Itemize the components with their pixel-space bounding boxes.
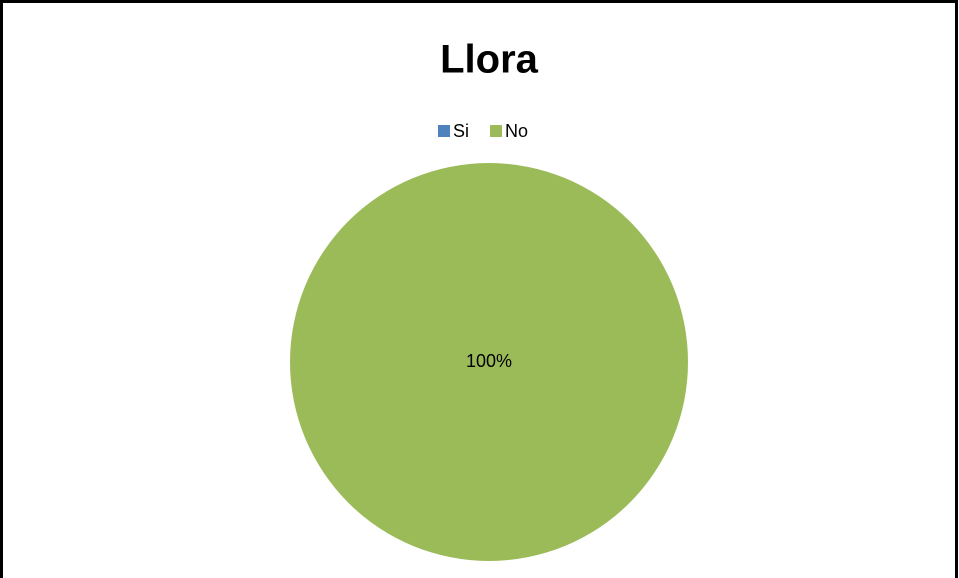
data-label: 100% [466, 351, 512, 371]
legend-swatch [438, 125, 450, 137]
legend-label: No [505, 121, 528, 141]
legend-label: Si [453, 121, 469, 141]
legend-swatch [490, 125, 502, 137]
pie-slice [290, 163, 688, 561]
chart-title: Llora [440, 38, 539, 82]
